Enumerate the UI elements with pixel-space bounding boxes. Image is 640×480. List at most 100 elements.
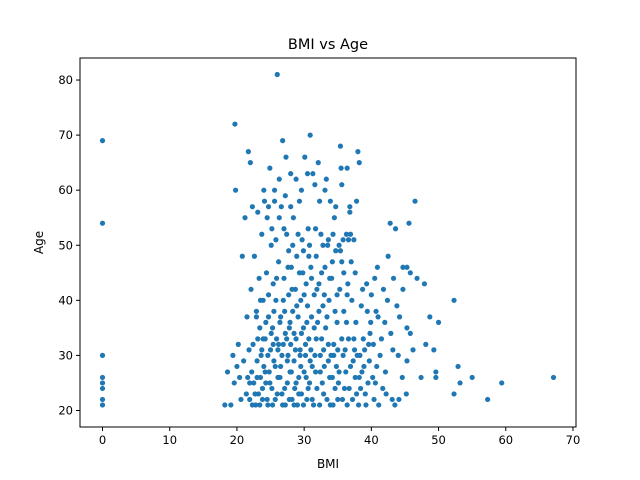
data-point xyxy=(278,314,284,320)
data-point xyxy=(276,259,282,265)
data-points xyxy=(99,71,557,408)
data-point xyxy=(312,369,319,375)
data-point xyxy=(382,369,389,375)
data-point xyxy=(374,363,380,370)
data-point xyxy=(334,292,340,298)
data-point xyxy=(304,319,310,325)
data-point xyxy=(230,352,236,358)
data-point xyxy=(294,253,300,259)
data-point xyxy=(376,402,382,408)
data-point xyxy=(406,220,412,226)
data-point xyxy=(295,231,301,237)
data-point xyxy=(457,380,463,386)
data-point xyxy=(353,198,360,204)
data-point xyxy=(271,187,278,193)
data-point xyxy=(433,369,439,375)
data-point xyxy=(390,275,397,281)
data-point xyxy=(347,363,354,370)
data-point xyxy=(400,286,406,292)
data-point xyxy=(325,341,331,347)
data-point xyxy=(366,358,372,364)
data-point xyxy=(280,297,286,303)
data-point xyxy=(363,402,369,408)
data-point xyxy=(288,341,294,347)
data-point xyxy=(321,292,327,298)
data-point xyxy=(404,358,410,364)
data-point xyxy=(304,396,310,403)
data-point xyxy=(246,347,252,353)
data-point xyxy=(237,374,243,381)
data-point xyxy=(378,336,385,342)
data-point xyxy=(255,336,261,342)
data-point xyxy=(365,380,371,386)
data-point xyxy=(282,330,288,336)
data-point xyxy=(327,374,333,381)
data-point xyxy=(257,325,263,331)
data-point xyxy=(251,380,257,386)
data-point xyxy=(259,231,265,237)
data-point xyxy=(99,220,106,226)
data-point xyxy=(224,369,231,375)
data-point xyxy=(252,391,258,397)
data-point xyxy=(372,380,378,386)
data-point xyxy=(290,308,296,314)
data-point xyxy=(273,237,279,243)
data-point xyxy=(290,242,296,248)
data-point xyxy=(395,352,401,358)
data-point xyxy=(285,352,291,358)
data-point xyxy=(404,264,410,270)
data-point xyxy=(283,154,289,160)
data-point xyxy=(299,237,305,243)
data-point xyxy=(499,380,505,386)
data-point xyxy=(286,248,292,254)
data-point xyxy=(249,369,255,375)
data-point xyxy=(249,402,255,408)
data-point xyxy=(282,193,288,199)
data-point xyxy=(407,330,413,336)
data-point xyxy=(334,319,340,325)
data-point xyxy=(264,215,270,221)
data-point xyxy=(284,231,290,237)
data-point xyxy=(251,253,258,259)
data-point xyxy=(340,352,346,358)
data-point xyxy=(232,121,238,127)
data-point xyxy=(322,264,328,270)
data-point xyxy=(343,319,350,325)
data-point xyxy=(292,385,298,392)
data-point xyxy=(370,374,376,381)
x-tick-label: 0 xyxy=(99,433,106,447)
data-point xyxy=(336,242,342,248)
data-point xyxy=(347,231,354,237)
data-point xyxy=(343,231,350,237)
x-axis-label: BMI xyxy=(317,457,339,471)
data-point xyxy=(399,374,405,381)
data-point xyxy=(423,341,429,347)
x-tick-label: 10 xyxy=(162,433,177,447)
data-point xyxy=(375,314,381,320)
data-point xyxy=(265,352,271,358)
data-point xyxy=(316,308,322,314)
data-point xyxy=(269,325,276,331)
data-point xyxy=(297,352,303,358)
data-point xyxy=(274,391,280,397)
data-point xyxy=(326,297,332,303)
data-point xyxy=(304,303,311,309)
data-point xyxy=(232,187,239,193)
data-point xyxy=(403,391,409,397)
data-point xyxy=(327,198,333,204)
data-point xyxy=(316,281,322,287)
data-point xyxy=(343,369,349,375)
data-point xyxy=(433,374,439,381)
data-point xyxy=(319,380,325,386)
data-point xyxy=(325,242,331,248)
data-point xyxy=(296,270,303,276)
data-point xyxy=(357,352,363,358)
data-point xyxy=(338,165,344,171)
data-point xyxy=(287,319,293,325)
data-point xyxy=(455,363,461,370)
data-point xyxy=(331,215,337,221)
data-point xyxy=(247,160,253,166)
data-point xyxy=(265,204,272,210)
data-point xyxy=(296,374,302,381)
data-point xyxy=(300,325,307,331)
